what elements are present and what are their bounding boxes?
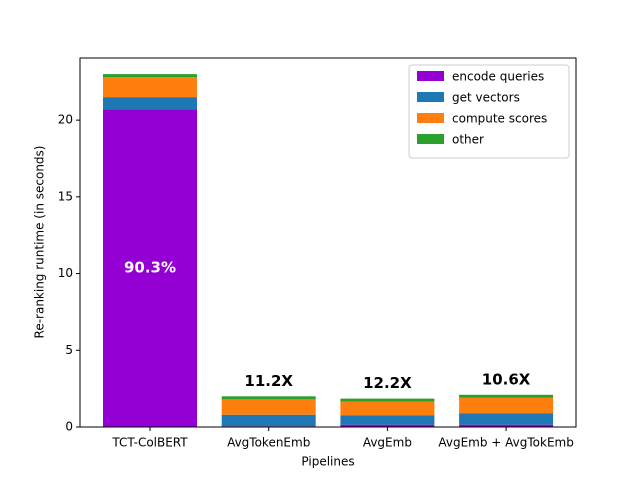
x-tick-label: AvgEmb + AvgTokEmb <box>438 436 574 450</box>
bar-label: 11.2X <box>244 372 293 390</box>
bar-segment <box>103 109 197 427</box>
y-tick-label: 10 <box>58 266 73 280</box>
y-tick-label: 0 <box>65 420 73 434</box>
legend-swatch <box>417 92 444 102</box>
legend-label: get vectors <box>452 91 520 105</box>
x-tick-label: TCT-ColBERT <box>111 436 188 450</box>
bar-segment <box>459 397 554 414</box>
y-axis-label: Re-ranking runtime (in seconds) <box>33 146 47 339</box>
x-tick-label: AvgEmb <box>363 436 412 450</box>
legend-label: encode queries <box>452 70 544 84</box>
bar-label: 10.6X <box>482 370 531 388</box>
bar-segment <box>459 394 554 398</box>
bar-segment <box>103 97 197 110</box>
legend-swatch <box>417 134 444 144</box>
bar-segment <box>103 74 197 78</box>
bar-segment <box>221 399 316 415</box>
legend-label: other <box>452 133 484 147</box>
bar-segment <box>340 424 435 427</box>
bar-segment <box>459 413 554 425</box>
bar-label: 12.2X <box>363 374 412 392</box>
bar-segment <box>221 396 316 400</box>
x-axis-label: Pipelines <box>301 455 354 469</box>
bar-segment <box>340 415 435 425</box>
legend-swatch <box>417 113 444 123</box>
legend-swatch <box>417 71 444 81</box>
y-tick-label: 15 <box>58 189 73 203</box>
legend-box <box>408 64 570 159</box>
bar-segment <box>340 398 435 402</box>
y-tick-label: 5 <box>65 343 73 357</box>
x-tick-label: AvgTokenEmb <box>227 436 310 450</box>
bar-label: 90.3% <box>124 259 176 277</box>
bar-segment <box>221 414 316 427</box>
bar-segment <box>340 401 435 416</box>
bar-segment <box>103 77 197 98</box>
bar-segment <box>459 424 554 427</box>
y-tick-label: 20 <box>58 113 73 127</box>
axes-frame <box>79 57 577 428</box>
legend-label: compute scores <box>452 112 547 126</box>
